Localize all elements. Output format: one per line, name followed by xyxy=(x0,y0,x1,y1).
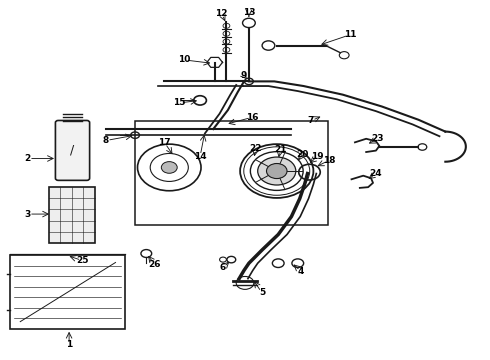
Text: 13: 13 xyxy=(243,8,255,17)
Text: 2: 2 xyxy=(24,154,31,163)
Text: 8: 8 xyxy=(102,136,109,145)
Text: 26: 26 xyxy=(148,260,161,269)
Text: 24: 24 xyxy=(369,169,382,178)
Text: 23: 23 xyxy=(371,134,384,143)
Text: 12: 12 xyxy=(215,9,228,18)
Text: 19: 19 xyxy=(311,152,323,161)
Circle shape xyxy=(267,163,287,179)
Text: 17: 17 xyxy=(158,138,171,147)
Text: 14: 14 xyxy=(194,152,206,161)
Text: 21: 21 xyxy=(274,145,287,154)
Text: 3: 3 xyxy=(24,210,31,219)
Text: 11: 11 xyxy=(344,30,356,39)
Text: 16: 16 xyxy=(246,113,259,122)
Text: 15: 15 xyxy=(173,98,185,107)
Text: 25: 25 xyxy=(76,256,89,265)
Bar xyxy=(135,121,328,225)
Circle shape xyxy=(161,162,177,173)
Text: 7: 7 xyxy=(308,116,314,125)
Text: 6: 6 xyxy=(220,264,226,273)
Bar xyxy=(49,187,95,243)
Text: 1: 1 xyxy=(66,341,72,350)
Text: /: / xyxy=(71,144,74,157)
Text: 9: 9 xyxy=(241,71,247,80)
FancyBboxPatch shape xyxy=(55,121,90,180)
Text: 20: 20 xyxy=(296,150,309,159)
Bar xyxy=(10,255,125,329)
Text: 18: 18 xyxy=(323,156,335,165)
Text: 22: 22 xyxy=(249,144,262,153)
Circle shape xyxy=(258,157,296,185)
Text: 5: 5 xyxy=(259,288,265,297)
Text: 10: 10 xyxy=(178,55,190,64)
Text: 4: 4 xyxy=(298,267,304,276)
